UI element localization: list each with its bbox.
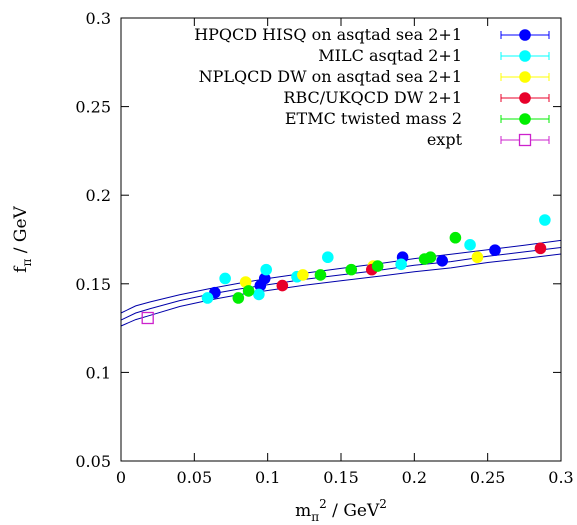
data-point [471, 251, 484, 264]
y-tick-label: 0.2 [86, 186, 111, 205]
data-point [424, 251, 437, 264]
legend-marker [519, 50, 531, 62]
fit-band-center-line [120, 247, 562, 321]
data-point [239, 276, 252, 288]
data-point [276, 279, 289, 292]
x-tick-label: 0.25 [470, 468, 506, 487]
data-point-expt [141, 311, 154, 325]
legend-label: expt [427, 130, 463, 149]
legend-marker [519, 92, 531, 104]
legend-marker [518, 133, 532, 147]
axis-ticks-layer: 0 0.05 0.1 0.15 0.2 0.25 0.3 0.05 0.1 0.15 0.2 0.25… [75, 9, 573, 487]
data-point [371, 260, 384, 272]
data-point [242, 285, 255, 297]
data-point [201, 292, 214, 304]
x-tick-label: 0.15 [323, 468, 359, 487]
legend: HPQCD HISQ on asqtad sea 2+1 MILC asqtad … [194, 25, 550, 149]
legend-label: RBC/UKQCD DW 2+1 [283, 88, 462, 107]
x-axis-label: mπ2 / GeV2 [295, 497, 387, 524]
data-point [534, 242, 547, 255]
legend-label: HPQCD HISQ on asqtad sea 2+1 [194, 25, 462, 44]
data-point [436, 254, 449, 267]
y-tick-label: 0.15 [75, 275, 111, 294]
y-tick-label: 0.25 [75, 98, 111, 117]
y-tick-label: 0.3 [86, 9, 111, 28]
data-point [297, 269, 309, 281]
data-point [232, 292, 245, 304]
x-tick-label: 0.1 [255, 468, 280, 487]
legend-marker [519, 71, 531, 83]
fit-band-lower-line [120, 253, 562, 327]
y-axis-label: fπ / GeV [11, 205, 34, 272]
x-tick-label: 0.05 [177, 468, 213, 487]
axis-labels: mπ2 / GeV2 fπ / GeV [11, 205, 387, 524]
legend-marker [519, 29, 531, 41]
y-tick-label: 0.1 [86, 363, 111, 382]
legend-label: ETMC twisted mass 2 [285, 109, 462, 128]
data-point [449, 231, 462, 244]
legend-marker [519, 113, 531, 125]
x-tick-label: 0.2 [402, 468, 427, 487]
data-point [314, 269, 327, 281]
data-point [258, 272, 271, 285]
data-point [539, 214, 551, 226]
legend-label: NPLQCD DW on asqtad sea 2+1 [199, 67, 462, 86]
data-point [260, 263, 273, 276]
data-point [395, 258, 407, 271]
legend-label: MILC asqtad 2+1 [318, 46, 462, 65]
x-tick-label: 0 [116, 468, 126, 487]
data-points-layer [141, 214, 551, 325]
y-tick-label: 0.05 [75, 452, 111, 471]
data-point [219, 272, 231, 285]
data-point [464, 239, 476, 251]
data-point [322, 251, 334, 264]
data-point [345, 263, 358, 276]
x-tick-label: 0.3 [548, 468, 573, 487]
data-point [253, 288, 265, 301]
data-point [489, 244, 501, 256]
